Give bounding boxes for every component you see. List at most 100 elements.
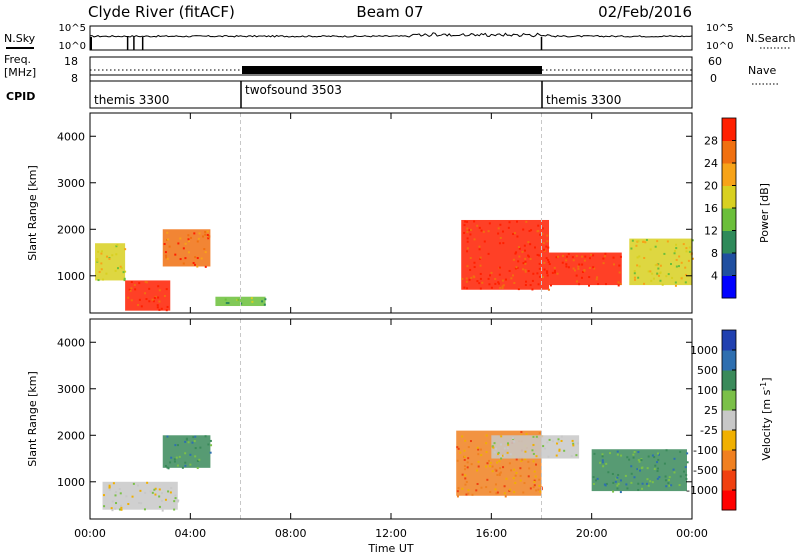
echo-cell bbox=[524, 450, 527, 453]
echo-cell bbox=[624, 474, 627, 477]
echo-cell bbox=[224, 298, 227, 301]
echo-cell bbox=[577, 267, 580, 270]
echo-cell bbox=[465, 493, 468, 496]
echo-cell bbox=[649, 480, 652, 483]
echo-cell bbox=[529, 258, 532, 261]
echo-cell bbox=[501, 454, 504, 457]
power-colorbar-label: Power [dB] bbox=[758, 183, 771, 243]
echo-cell bbox=[641, 482, 644, 485]
power-colorbar: 4 8 12 16 20 24 28 bbox=[704, 117, 737, 299]
echo-cell bbox=[196, 459, 199, 462]
echo-cell bbox=[114, 490, 117, 493]
echo-cell bbox=[633, 270, 636, 273]
echo-cell bbox=[517, 246, 520, 249]
echo-cell bbox=[494, 447, 497, 450]
echo-cell bbox=[479, 277, 482, 280]
echo-cell bbox=[193, 263, 196, 266]
echo-cell bbox=[532, 486, 535, 489]
echo-cell bbox=[557, 255, 560, 258]
echo-cell bbox=[533, 246, 536, 249]
echo-cell bbox=[630, 481, 633, 484]
echo-cell bbox=[668, 476, 671, 479]
echo-cell bbox=[558, 448, 561, 451]
echo-cell bbox=[663, 462, 666, 465]
echo-cell bbox=[580, 276, 583, 279]
colorbar-tick-label: -100 bbox=[693, 444, 718, 457]
echo-cell bbox=[499, 455, 502, 458]
echo-cell bbox=[651, 481, 654, 484]
echo-cell bbox=[494, 468, 497, 471]
echo-cell bbox=[686, 452, 689, 455]
echo-cell bbox=[691, 239, 694, 242]
echo-cell bbox=[522, 262, 525, 265]
echo-cell bbox=[115, 245, 118, 248]
echo-cell bbox=[469, 257, 472, 260]
echo-cell bbox=[645, 482, 648, 485]
echo-cell bbox=[535, 435, 538, 438]
colorbar-swatch bbox=[722, 185, 736, 209]
echo-cell bbox=[138, 298, 141, 301]
echo-cell bbox=[120, 506, 123, 509]
echo-cell bbox=[491, 470, 494, 473]
echo-cell bbox=[565, 259, 568, 262]
echo-cell bbox=[467, 446, 470, 449]
echo-cell bbox=[548, 438, 551, 441]
echo-cell bbox=[96, 259, 99, 262]
echo-cell bbox=[499, 443, 502, 446]
echo-cell bbox=[645, 238, 648, 241]
echo-cell bbox=[168, 245, 171, 248]
echo-cell bbox=[616, 453, 619, 456]
echo-cell bbox=[100, 252, 103, 255]
echo-cell bbox=[476, 483, 479, 486]
echo-cell bbox=[97, 279, 100, 282]
echo-cell bbox=[465, 480, 468, 483]
echo-cell bbox=[466, 250, 469, 253]
echo-cell bbox=[204, 233, 207, 236]
echo-cell bbox=[158, 495, 161, 498]
freq-left-tick-top: 18 bbox=[64, 55, 78, 68]
echo-cell bbox=[503, 447, 506, 450]
echo-cell bbox=[493, 442, 496, 445]
colorbar-swatch bbox=[722, 390, 736, 411]
echo-cell bbox=[116, 243, 119, 246]
echo-cell bbox=[565, 255, 568, 258]
echo-cell bbox=[463, 465, 466, 468]
freq-right-tick-top: 60 bbox=[708, 55, 722, 68]
echo-cell bbox=[684, 266, 687, 269]
echo-cell bbox=[488, 222, 491, 225]
echo-cell bbox=[630, 465, 633, 468]
echo-cell bbox=[652, 277, 655, 280]
echo-cell bbox=[592, 483, 595, 486]
echo-cell bbox=[596, 477, 599, 480]
echo-cell bbox=[633, 272, 636, 275]
echo-cell bbox=[464, 220, 467, 223]
echo-cell bbox=[588, 257, 591, 260]
echo-cell bbox=[551, 271, 554, 274]
echo-cell bbox=[184, 257, 187, 260]
colorbar-swatch bbox=[722, 330, 736, 351]
y-tick-label: 2000 bbox=[57, 223, 85, 236]
echo-cell bbox=[560, 439, 563, 442]
echo-cell bbox=[129, 289, 132, 292]
echo-cell bbox=[515, 458, 518, 461]
echo-cell bbox=[633, 276, 636, 279]
echo-cell bbox=[237, 298, 240, 301]
echo-cell bbox=[524, 284, 527, 287]
echo-cell bbox=[154, 487, 157, 490]
echo-cell bbox=[184, 242, 187, 245]
echo-cell bbox=[516, 235, 519, 238]
echo-cell bbox=[154, 295, 157, 298]
echo-cell bbox=[467, 489, 470, 492]
echo-cell bbox=[508, 488, 511, 491]
echo-cell bbox=[470, 463, 473, 466]
echo-cell bbox=[190, 236, 193, 239]
echo-cell bbox=[663, 252, 666, 255]
echo-cell bbox=[527, 460, 530, 463]
echo-cell bbox=[114, 507, 117, 510]
echo-cell bbox=[575, 274, 578, 277]
echo-cell bbox=[637, 488, 640, 491]
echo-cell bbox=[612, 263, 615, 266]
echo-cell bbox=[518, 247, 521, 250]
echo-cell bbox=[476, 446, 479, 449]
echo-cell bbox=[210, 444, 213, 447]
